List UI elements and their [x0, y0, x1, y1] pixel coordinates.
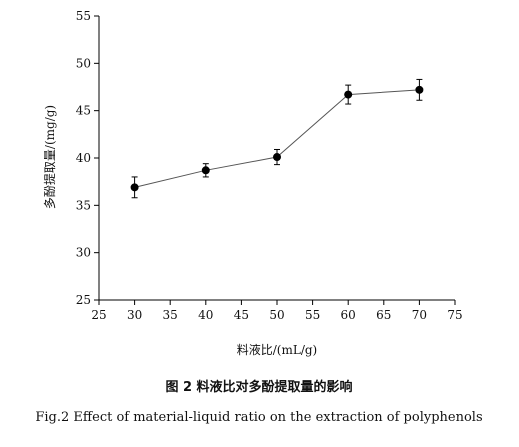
- y-tick-label: 35: [76, 198, 91, 212]
- y-tick-label: 50: [76, 56, 91, 70]
- y-tick-label: 25: [76, 293, 91, 307]
- x-tick-label: 40: [198, 308, 213, 322]
- y-axis-ticks: 25 30 35 40 45 50 55: [76, 9, 99, 307]
- x-tick-label: 60: [341, 308, 356, 322]
- y-tick-label: 40: [76, 151, 91, 165]
- x-tick-label: 75: [447, 308, 462, 322]
- data-point: [130, 183, 139, 192]
- y-axis-title: 多酚提取量/(mg/g): [42, 105, 57, 209]
- x-tick-label: 50: [269, 308, 284, 322]
- x-axis-ticks: 25 30 35 40 45 50 55 60 65 70 75: [91, 300, 463, 322]
- y-tick-label: 45: [76, 104, 91, 118]
- x-axis-title: 料液比/(mL/g): [237, 342, 317, 357]
- data-series: [130, 78, 424, 199]
- y-tick-label: 55: [76, 9, 91, 23]
- data-point: [201, 166, 210, 175]
- data-point: [415, 85, 424, 94]
- x-tick-label: 35: [163, 308, 178, 322]
- data-point: [344, 90, 353, 99]
- x-tick-label: 25: [91, 308, 106, 322]
- data-point: [273, 153, 281, 162]
- series-line: [134, 89, 420, 188]
- x-tick-label: 45: [234, 308, 249, 322]
- x-tick-label: 70: [412, 308, 427, 322]
- y-tick-label: 30: [76, 246, 91, 260]
- x-tick-label: 65: [376, 308, 391, 322]
- caption-chinese: 图 2 料液比对多酚提取量的影响: [165, 379, 352, 395]
- x-tick-label: 30: [127, 308, 142, 322]
- x-tick-label: 55: [305, 308, 320, 322]
- caption-english: Fig.2 Effect of material-liquid ratio on…: [35, 410, 482, 425]
